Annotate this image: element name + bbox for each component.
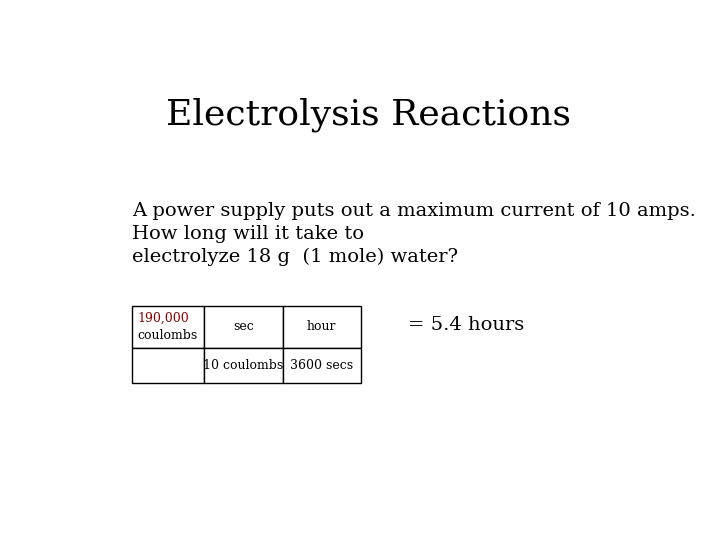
Text: electrolyze 18 g  (1 mole) water?: electrolyze 18 g (1 mole) water? [132, 248, 458, 266]
Bar [132, 306, 204, 348]
Text: = 5.4 hours: = 5.4 hours [408, 316, 524, 334]
Bar [132, 348, 204, 383]
Text: 190,000: 190,000 [138, 312, 189, 325]
Text: Electrolysis Reactions: Electrolysis Reactions [166, 97, 572, 132]
Text: 3600 secs: 3600 secs [290, 359, 353, 372]
Text: hour: hour [307, 320, 336, 333]
Bar [282, 348, 361, 383]
Text: A power supply puts out a maximum current of 10 amps.: A power supply puts out a maximum curren… [132, 202, 696, 220]
Text: sec: sec [233, 320, 254, 333]
Text: coulombs: coulombs [138, 329, 198, 342]
Bar [204, 348, 282, 383]
Text: How long will it take to: How long will it take to [132, 225, 364, 243]
Text: 10 coulombs: 10 coulombs [203, 359, 284, 372]
Bar [204, 306, 282, 348]
Bar [282, 306, 361, 348]
